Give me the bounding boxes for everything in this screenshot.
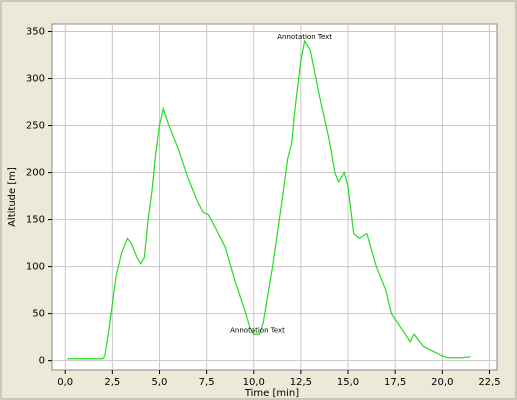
x-tick-label: 12,5 — [290, 377, 312, 388]
y-tick-label: 150 — [26, 215, 45, 226]
y-tick-label: 350 — [26, 27, 45, 38]
x-tick-label: 22,5 — [478, 377, 500, 388]
data-line — [67, 39, 471, 360]
x-tick-label: 10,0 — [243, 377, 265, 388]
y-tick-label: 0 — [39, 356, 45, 367]
x-tick-label: 0,0 — [57, 377, 73, 388]
x-tick-label: 2,5 — [104, 377, 120, 388]
x-axis-label: Time [min] — [244, 388, 299, 399]
y-tick-label: 300 — [26, 74, 45, 85]
x-tick-label: 5,0 — [152, 377, 168, 388]
y-tick-label: 200 — [26, 168, 45, 179]
x-tick-label: 7,5 — [199, 377, 215, 388]
y-tick-label: 250 — [26, 121, 45, 132]
x-tick-label: 20,0 — [431, 377, 453, 388]
y-axis-label: Altitude [m] — [7, 167, 18, 227]
plot-area — [51, 23, 498, 371]
y-tick-label: 100 — [26, 262, 45, 273]
x-tick-label: 17,5 — [384, 377, 406, 388]
annotation: Annotation Text — [277, 33, 332, 41]
annotation: Annotation Text — [230, 326, 285, 334]
x-tick-label: 15,0 — [337, 377, 359, 388]
y-tick-label: 50 — [32, 309, 45, 320]
